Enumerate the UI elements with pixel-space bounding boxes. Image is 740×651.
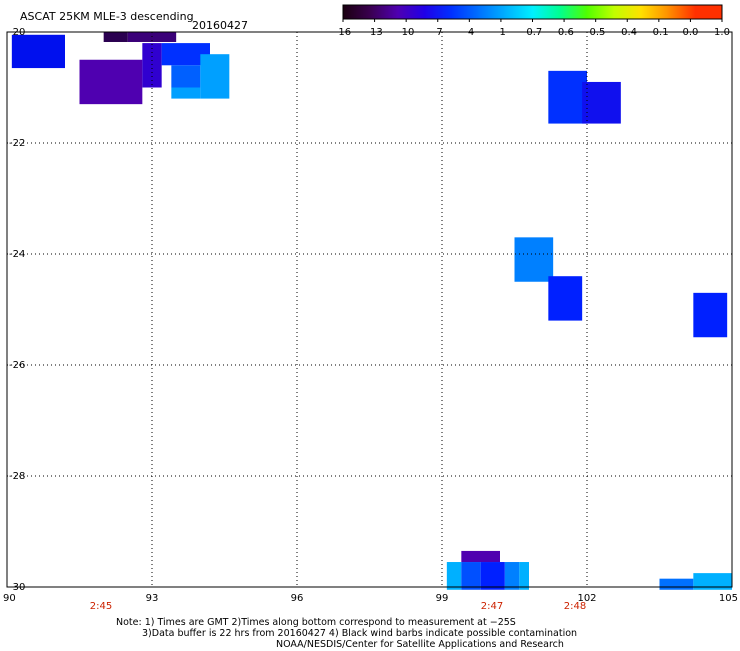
- lon-tick-label: 99: [436, 593, 449, 604]
- wind-cell: [79, 59, 143, 105]
- colorbar-segment: [343, 5, 371, 19]
- wind-cell: [519, 562, 529, 590]
- wind-cell: [514, 237, 554, 282]
- latitude-ticks: -20 -22 -24 -26 -28 -30: [9, 27, 25, 593]
- colorbar-segment: [613, 5, 642, 19]
- colorbar-segment: [424, 5, 452, 19]
- colorbar-label: -1: [496, 27, 506, 38]
- colorbar-segment: [532, 5, 561, 19]
- colorbar: -16 -13 -10 -7 -4 -1 -0.7 -0.6 -0.5 -0.4 -0.1 0.0 1.…: [335, 4, 730, 38]
- wind-cell: [11, 34, 66, 69]
- wind-cell: [103, 32, 128, 42]
- wind-cell: [693, 573, 732, 590]
- lon-tick-label: 93: [146, 593, 159, 604]
- colorbar-segment: [694, 5, 723, 19]
- footnote-line-3: NOAA/NESDIS/Center for Satellite Applica…: [276, 639, 564, 650]
- colorbar-segment: [505, 5, 533, 19]
- lat-tick-label: -26: [9, 360, 25, 371]
- lon-tick-label: 102: [577, 593, 596, 604]
- wind-cell: [693, 292, 728, 338]
- wind-cell: [446, 562, 462, 590]
- lon-tick-label: 90: [3, 593, 16, 604]
- longitude-ticks: 90 93 96 99 102 105: [3, 593, 738, 604]
- colorbar-segment: [370, 5, 398, 19]
- colorbar-segment: [586, 5, 615, 19]
- colorbar-label: -0.4: [617, 27, 637, 38]
- gridlines: [7, 32, 732, 587]
- colorbar-label: -0.6: [554, 27, 574, 38]
- wind-cell: [504, 562, 520, 590]
- lon-tick-label: 105: [719, 593, 738, 604]
- colorbar-label: -0.5: [586, 27, 606, 38]
- lat-tick-label: -20: [9, 27, 25, 38]
- wind-cell: [548, 276, 583, 321]
- colorbar-label: -7: [433, 27, 443, 38]
- colorbar-label: -0.1: [649, 27, 669, 38]
- wind-cell: [200, 54, 230, 99]
- lat-tick-label: -24: [9, 249, 25, 260]
- colorbar-segment: [559, 5, 588, 19]
- pass-time-label: 2:47: [481, 601, 503, 612]
- pass-time-label: 2:48: [564, 601, 586, 612]
- wind-cell: [171, 87, 201, 99]
- colorbar-label: 1.0: [714, 27, 730, 38]
- footnote-line-1: Note: 1) Times are GMT 2)Times along bot…: [116, 617, 516, 628]
- wind-cell: [659, 578, 694, 590]
- wind-cell: [461, 562, 481, 590]
- lat-tick-label: -30: [9, 582, 25, 593]
- wind-cell: [161, 43, 210, 66]
- colorbar-segment: [451, 5, 479, 19]
- colorbar-label: -4: [464, 27, 474, 38]
- wind-cell: [142, 43, 162, 88]
- date-label: 20160427: [192, 19, 248, 32]
- colorbar-label: 0.0: [682, 27, 698, 38]
- wind-cell: [461, 550, 500, 563]
- lat-tick-label: -28: [9, 471, 25, 482]
- colorbar-label: -13: [366, 27, 382, 38]
- colorbar-segment: [640, 5, 669, 19]
- lat-tick-label: -22: [9, 138, 25, 149]
- colorbar-label: -10: [398, 27, 414, 38]
- title: ASCAT 25KM MLE-3 descending: [20, 10, 194, 23]
- colorbar-label: -16: [335, 27, 351, 38]
- wind-cell: [582, 81, 621, 124]
- colorbar-label: -0.7: [523, 27, 543, 38]
- time-labels: 2:45 2:47 2:48: [90, 601, 586, 612]
- colorbar-segment: [667, 5, 696, 19]
- colorbar-segment: [478, 5, 506, 19]
- wind-cell: [548, 70, 587, 124]
- wind-cell: [480, 562, 505, 590]
- wind-cells-layer: [11, 32, 732, 590]
- lon-tick-label: 96: [291, 593, 304, 604]
- colorbar-segment: [397, 5, 425, 19]
- footnote-line-2: 3)Data buffer is 22 hrs from 20160427 4)…: [142, 628, 578, 639]
- plot-frame: [6, 31, 733, 588]
- wind-cell: [171, 65, 201, 88]
- pass-time-label: 2:45: [90, 601, 112, 612]
